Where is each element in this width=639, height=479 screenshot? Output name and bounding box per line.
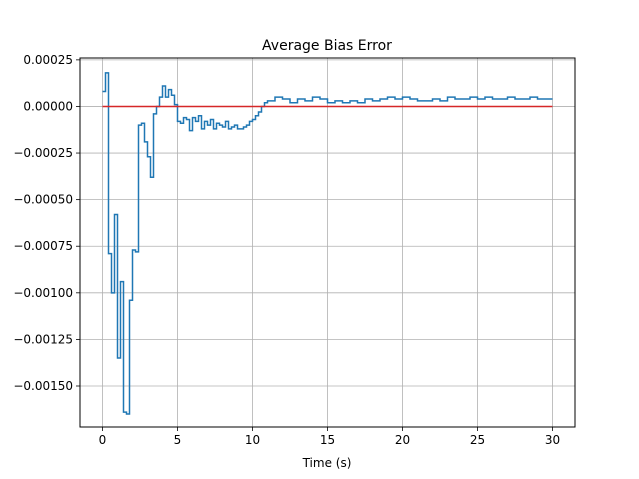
chart-title: Average Bias Error: [262, 38, 392, 54]
x-tick-label: 20: [395, 433, 410, 447]
y-tick-label: −0.00050: [13, 193, 73, 207]
x-tick-label: 5: [174, 433, 182, 447]
x-axis-label: Time (s): [302, 456, 352, 470]
y-tick-label: −0.00025: [13, 146, 73, 160]
x-tick-label: 10: [245, 433, 260, 447]
y-tick-label: 0.00025: [23, 53, 73, 67]
grid: [80, 58, 575, 427]
series-layer: [102, 72, 553, 415]
x-tick-label: 30: [545, 433, 560, 447]
x-tick-label: 25: [470, 433, 485, 447]
series-0-line: [102, 72, 553, 415]
y-tick-label: 0.00000: [23, 99, 73, 113]
y-axis-ticks: 0.00025 0.00000 −0.00025 −0.00050 −0.00075 −0…: [13, 53, 80, 393]
y-tick-label: −0.00150: [13, 379, 73, 393]
y-tick-label: −0.00100: [13, 286, 73, 300]
y-tick-label: −0.00075: [13, 239, 73, 253]
x-tick-label: 0: [99, 433, 107, 447]
x-axis-ticks: 0 5 10 15 20 25 30: [99, 427, 560, 447]
x-tick-label: 15: [320, 433, 335, 447]
y-tick-label: −0.00125: [13, 332, 73, 346]
